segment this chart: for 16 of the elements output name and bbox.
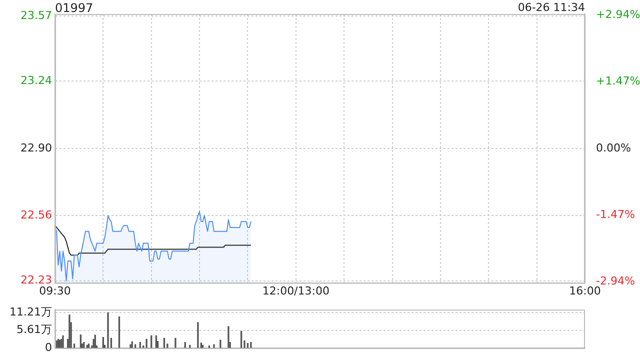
y-tick-label: 23.24 — [20, 74, 52, 88]
y2-tick-label: -1.47% — [596, 208, 635, 221]
y-tick-label: 22.23 — [20, 274, 52, 287]
y2-tick-label: 0.00% — [596, 141, 631, 154]
y-tick-label: 23.57 — [20, 8, 52, 22]
x-tick-label: 09:30 — [39, 284, 71, 298]
y-tick-label: 11.21万 — [10, 306, 52, 319]
y-tick-label: 22.56 — [20, 208, 52, 222]
y2-tick-label: +1.47% — [596, 74, 640, 88]
y-tick-label: 5.61万 — [16, 323, 52, 336]
x-tick-label: 12:00/13:00 — [262, 284, 330, 298]
y-tick-label: 0 — [45, 340, 52, 354]
y-tick-label: 22.90 — [20, 141, 52, 154]
chart-subtitle: 06-26 11:34 — [518, 1, 585, 14]
chart-title: 01997 — [55, 1, 94, 15]
y2-tick-label: +2.94% — [596, 8, 640, 22]
